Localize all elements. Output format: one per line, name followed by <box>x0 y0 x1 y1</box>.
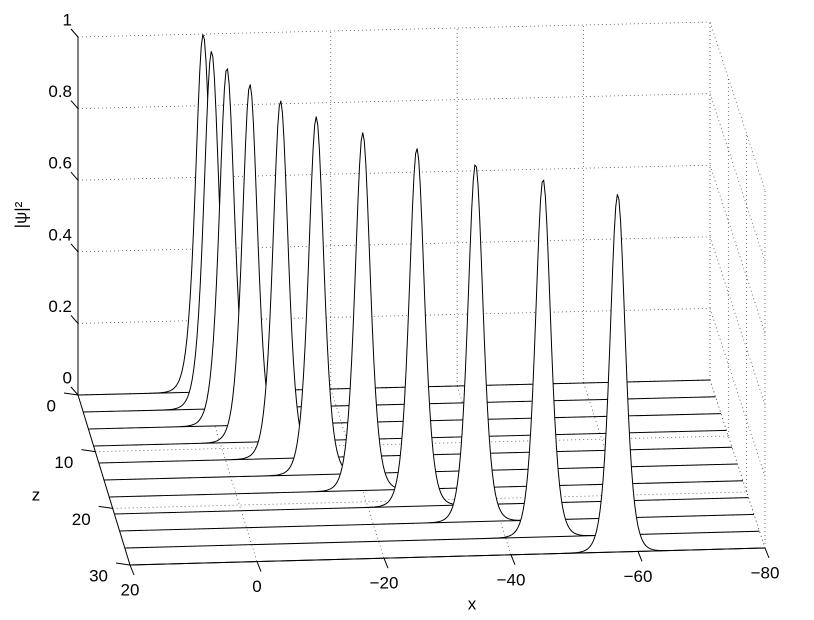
y-axis-label: |ψ|² <box>11 201 30 228</box>
x-tick <box>129 564 135 576</box>
grid-line <box>77 308 711 324</box>
z-tick-label: 10 <box>54 453 73 472</box>
y-tick-label: 0.2 <box>48 297 72 316</box>
grid-line <box>709 21 766 191</box>
x-tick-label: −80 <box>751 563 780 582</box>
grid-line <box>709 93 766 262</box>
grid-line <box>709 165 766 334</box>
z-tick-label: 20 <box>72 510 91 529</box>
slice-curve <box>119 163 755 532</box>
x-tick-label: 0 <box>252 577 261 596</box>
y-tick-label: 0.8 <box>48 82 72 101</box>
z-tick <box>115 562 131 566</box>
grid-line <box>77 21 711 38</box>
grid-line <box>77 236 711 253</box>
grid-line <box>709 236 766 405</box>
grid-line <box>77 93 711 109</box>
slice-curve <box>124 179 760 549</box>
x-tick <box>256 561 262 572</box>
x-tick-label: −40 <box>497 570 526 589</box>
z-axis-label: z <box>32 485 41 504</box>
x-tick-label: 20 <box>121 580 140 599</box>
y-tick <box>70 315 79 324</box>
y-tick-label: 0 <box>63 368 72 387</box>
x-tick <box>510 554 516 565</box>
z-tick <box>63 392 79 396</box>
z-tick <box>98 505 113 509</box>
x-axis <box>129 547 766 566</box>
grid-line <box>709 308 766 477</box>
x-tick-label: −60 <box>624 567 653 586</box>
y-tick-label: 0.6 <box>48 154 72 173</box>
y-tick <box>70 100 79 109</box>
x-tick <box>764 547 770 559</box>
x-tick <box>637 551 643 562</box>
z-axis <box>77 394 131 566</box>
grid-line <box>77 164 711 181</box>
y-tick <box>70 386 79 396</box>
z-tick-label: 30 <box>89 566 108 585</box>
z-tick <box>81 449 96 453</box>
y-tick <box>70 28 79 38</box>
z-tick-label: 0 <box>47 396 56 415</box>
y-tick <box>70 243 79 253</box>
x-tick <box>383 558 389 569</box>
x-axis-label: x <box>468 594 477 613</box>
grid-line <box>112 491 747 509</box>
y-tick-label: 0.4 <box>48 225 72 244</box>
y-tick-label: 1 <box>63 10 72 29</box>
x-tick-label: −20 <box>370 574 399 593</box>
y-tick <box>70 171 79 181</box>
slice-curve <box>114 148 749 515</box>
